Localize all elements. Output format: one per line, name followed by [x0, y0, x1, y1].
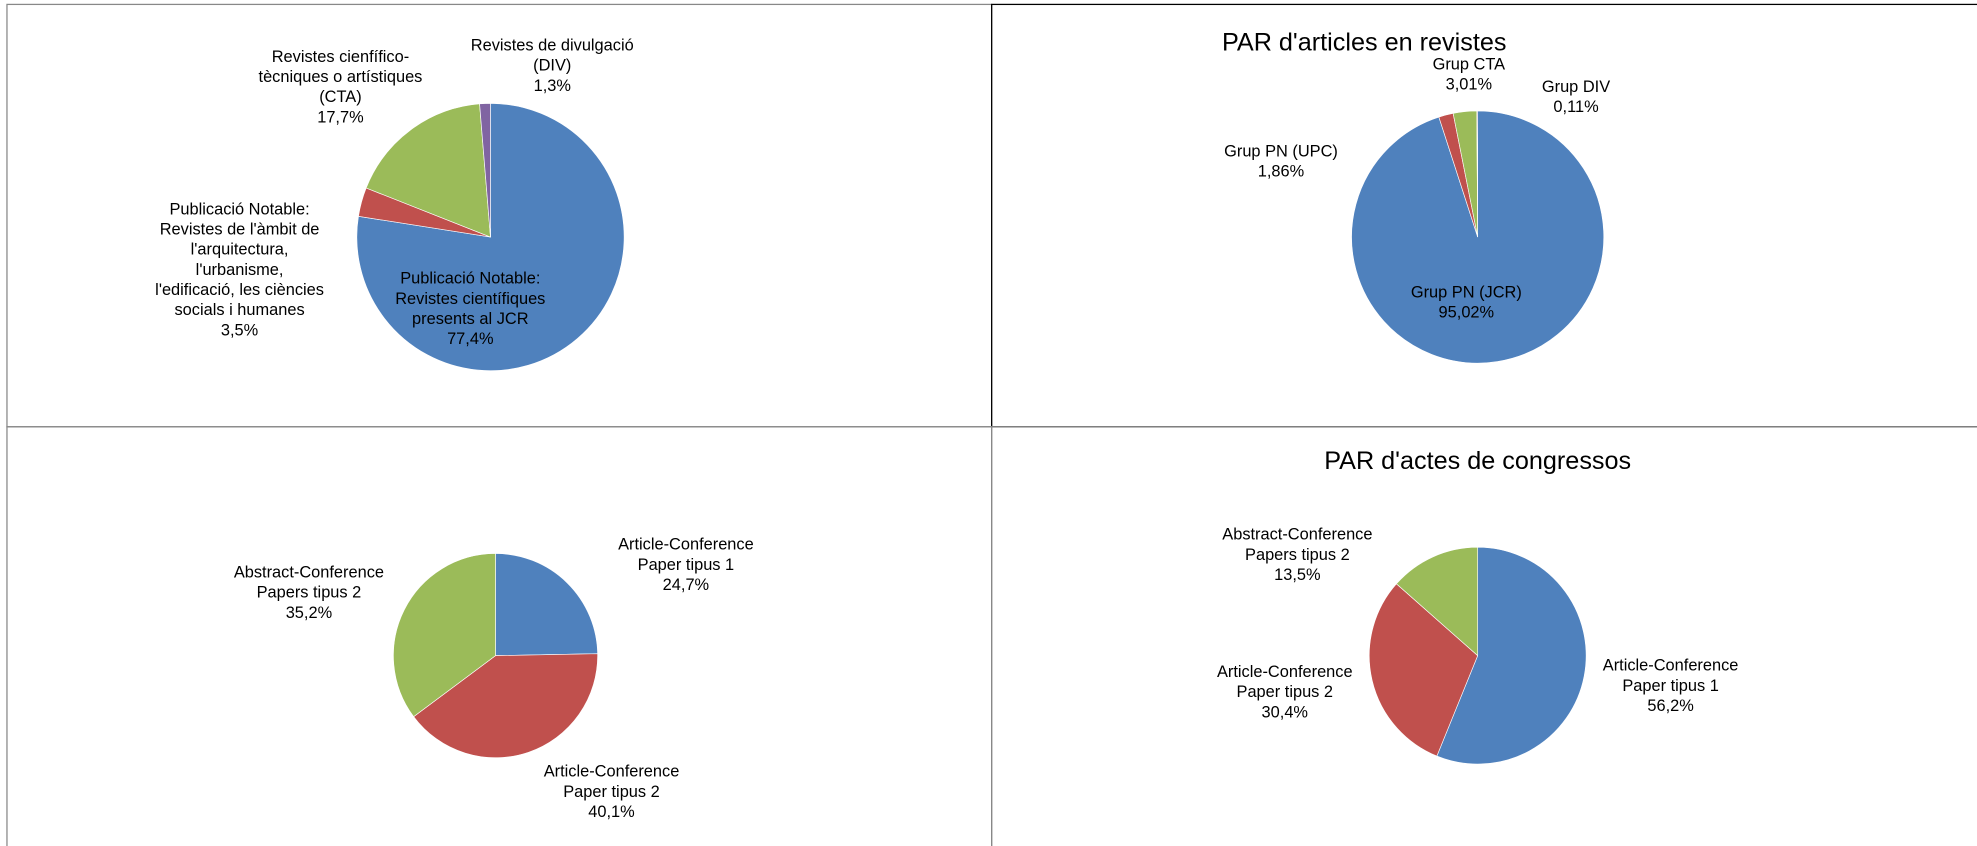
pie-slice — [365, 103, 491, 238]
value-label: 95,02% — [1439, 304, 1495, 322]
value-label: 17,7% — [317, 108, 363, 126]
chart-title: PAR d'articles en revistes — [1222, 28, 1506, 56]
slice-label: Grup PN (UPC) — [1224, 142, 1338, 160]
pie-slice — [1476, 110, 1479, 238]
slice-label: Article-Conference Paper tipus 2 — [1217, 663, 1353, 701]
value-label: 13,5% — [1274, 566, 1320, 584]
pie-slice — [479, 103, 491, 238]
slice-label: Article-Conference Paper tipus 1 — [618, 536, 754, 574]
pie-slice — [413, 653, 598, 758]
value-label: 24,7% — [663, 576, 709, 594]
slice-label: Grup PN (JCR) — [1411, 284, 1522, 302]
value-label: 3,5% — [221, 321, 258, 339]
value-label: 35,2% — [286, 604, 332, 622]
slice-label: Article-Conference Paper tipus 1 — [1603, 657, 1739, 695]
pie-slice — [393, 553, 496, 718]
pie-slice — [1368, 583, 1479, 757]
value-label: 40,1% — [588, 803, 634, 821]
chart-title: PAR d'actes de congressos — [1324, 447, 1631, 475]
pie-slice — [495, 553, 598, 656]
value-label: 1,3% — [534, 77, 571, 95]
slice-label: Abstract-Conference Papers tipus 2 — [1222, 526, 1372, 564]
slice-label: Grup DIV — [1542, 78, 1610, 96]
slice-label: Abstract-Conference Papers tipus 2 — [234, 563, 384, 601]
panel-frame — [991, 426, 1977, 846]
value-label: 1,86% — [1258, 163, 1304, 181]
pie-slice — [1395, 546, 1479, 657]
slice-label: Publicació Notable: Revistes de l'àmbit d… — [155, 200, 324, 319]
value-label: 3,01% — [1446, 76, 1492, 94]
pie-slice — [1436, 546, 1587, 765]
value-label: 77,4% — [447, 330, 493, 348]
slice-label: Grup CTA — [1433, 55, 1506, 73]
slice-label: Publicació Notable: Revistes científiques… — [395, 270, 545, 328]
value-label: 0,11% — [1553, 98, 1598, 116]
slice-label: Article-Conference Paper tipus 2 — [544, 763, 680, 801]
slice-label: Revistes de divulgació (DIV) — [471, 36, 634, 74]
slice-label: Revistes cienfífico-tècniques o artístiq… — [259, 48, 423, 106]
value-label: 56,2% — [1647, 697, 1693, 715]
value-label: 30,4% — [1262, 703, 1308, 721]
